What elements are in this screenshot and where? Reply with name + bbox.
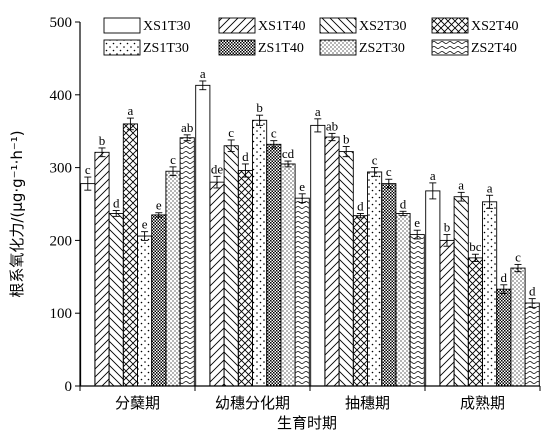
bar (195, 84, 211, 387)
significance-letter: e (299, 179, 305, 194)
significance-letter: de (211, 161, 224, 176)
bar (280, 163, 296, 387)
significance-letter: cd (282, 146, 295, 161)
significance-letter: c (170, 152, 176, 167)
significance-letter: c (85, 162, 91, 177)
significance-letter: a (458, 177, 464, 192)
y-tick-label: 400 (50, 88, 73, 104)
bar (381, 183, 397, 387)
y-tick-label: 200 (50, 233, 73, 249)
bar (352, 215, 368, 387)
bar (409, 234, 425, 387)
bar (425, 190, 441, 387)
bar (294, 197, 310, 387)
bar (367, 171, 383, 387)
significance-letter: b (343, 131, 350, 146)
y-axis-label: 根系氧化力/(μg·g⁻¹·h⁻¹) (8, 130, 26, 297)
bar (467, 257, 483, 387)
bar (453, 196, 469, 387)
x-axis-label: 生育时期 (277, 414, 337, 432)
significance-letter: c (515, 249, 521, 264)
bar (137, 235, 153, 387)
significance-letter: a (487, 180, 493, 195)
significance-letter: d (242, 149, 249, 164)
bar (252, 119, 268, 387)
legend-label: XS2T30 (359, 19, 406, 34)
legend-label: XS1T40 (258, 19, 305, 34)
bar (482, 201, 498, 387)
y-tick-label: 100 (50, 306, 73, 322)
legend-label: ZS2T30 (359, 41, 405, 56)
bar (237, 170, 253, 387)
bar (165, 170, 181, 387)
x-tick-label: 成熟期 (460, 394, 505, 412)
x-tick-label: 幼穗分化期 (215, 394, 290, 412)
significance-letter: d (113, 196, 120, 211)
legend-swatch (103, 39, 141, 56)
bar (266, 143, 282, 387)
significance-letter: a (315, 104, 321, 119)
legend: XS1T30 XS1T40 XS2T30 XS2T40 ZS1T30 ZS1T40 ZS2T… (103, 17, 518, 56)
legend-swatch (218, 17, 256, 34)
bar (209, 181, 225, 387)
legend-swatch (103, 17, 141, 34)
legend-label: ZS1T40 (258, 41, 304, 56)
significance-letter: c (386, 164, 392, 179)
y-tick-label: 500 (50, 15, 73, 31)
bar (324, 136, 340, 387)
significance-letter: b (99, 133, 106, 148)
bar (395, 213, 411, 387)
significance-letter: b (444, 220, 451, 235)
legend-label: ZS1T30 (143, 41, 189, 56)
bar (80, 183, 96, 387)
bar (94, 151, 110, 387)
bar (122, 123, 138, 387)
y-tick-label: 0 (65, 379, 73, 395)
significance-letter: d (357, 198, 364, 213)
legend-label: XS1T30 (143, 19, 190, 34)
bar (108, 213, 124, 387)
significance-letter: d (529, 284, 536, 299)
significance-letter: c (228, 125, 234, 140)
x-tick-label: 抽穗期 (345, 394, 390, 412)
bar (310, 124, 326, 387)
significance-letter: c (271, 126, 277, 141)
y-tick-label: 300 (50, 161, 73, 177)
legend-swatch (319, 17, 357, 34)
legend-swatch (218, 39, 256, 56)
x-tick-label: 分蘖期 (115, 394, 160, 412)
bar (439, 239, 455, 387)
bar (496, 288, 512, 387)
significance-letter: b (256, 100, 263, 115)
bar (151, 214, 167, 387)
legend-swatch (319, 39, 357, 56)
bar (338, 151, 354, 387)
significance-letter: e (156, 198, 162, 213)
significance-letter: ab (181, 120, 193, 135)
legend-swatch (431, 39, 469, 56)
significance-letter: e (414, 215, 420, 230)
significance-letter: d (501, 270, 508, 285)
legend-label: XS2T40 (471, 19, 518, 34)
significance-letter: a (430, 168, 436, 183)
bar (510, 267, 526, 387)
significance-letter: d (400, 196, 407, 211)
significance-letter: a (128, 103, 134, 118)
legend-swatch (431, 17, 469, 34)
significance-letter: a (200, 66, 206, 81)
bar (179, 137, 195, 387)
bar (223, 145, 239, 387)
bar (524, 302, 540, 387)
significance-letter: bc (469, 239, 482, 254)
significance-letter: ab (326, 118, 338, 133)
legend-label: ZS2T40 (471, 41, 517, 56)
significance-letter: e (142, 217, 148, 232)
significance-letter: c (372, 153, 378, 168)
